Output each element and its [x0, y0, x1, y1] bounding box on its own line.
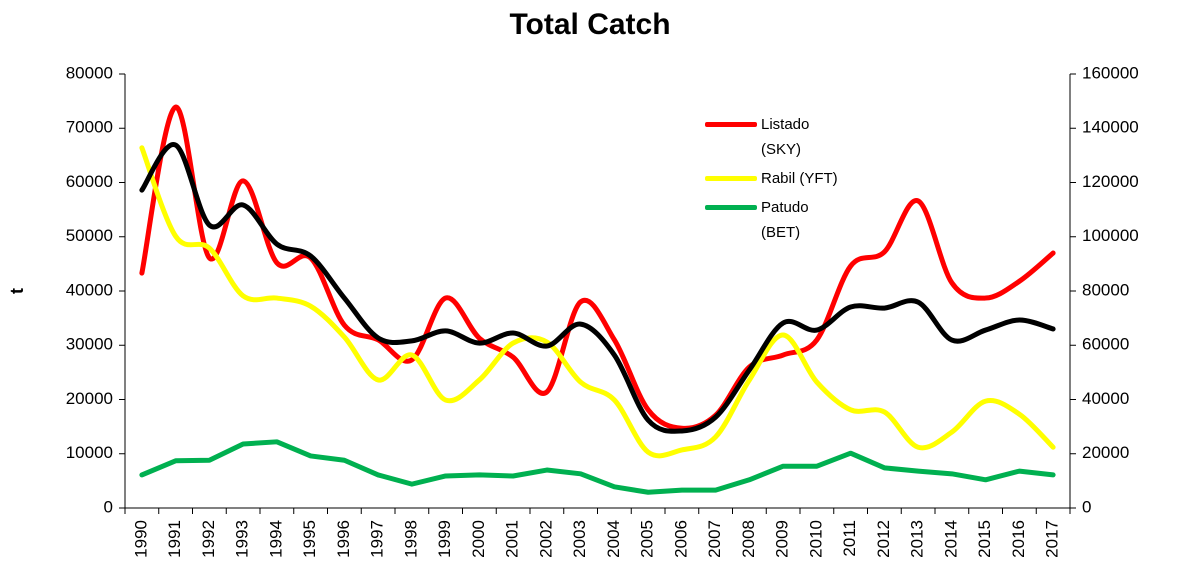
legend-swatch: [705, 205, 757, 210]
x-tick-label: 1990: [131, 520, 150, 558]
x-tick-label: 2001: [503, 520, 522, 558]
legend: Listado (SKY) Rabil (YFT) Patudo (BET): [705, 112, 845, 249]
x-tick-label: 2010: [806, 520, 825, 558]
x-tick-label: 2013: [908, 520, 927, 558]
x-tick-label: 2016: [1009, 520, 1028, 558]
x-tick-label: 1995: [300, 520, 319, 558]
y2-tick-label: 20000: [1082, 443, 1129, 462]
chart-title: Total Catch: [509, 8, 670, 41]
x-tick-label: 1998: [401, 520, 420, 558]
legend-label: Rabil (YFT): [761, 170, 838, 187]
y-tick-label: 40000: [66, 280, 113, 299]
series-line: [139, 104, 1056, 431]
x-tick-label: 2009: [773, 520, 792, 558]
x-tick-label: 1994: [266, 520, 285, 558]
y-tick-label: 70000: [66, 118, 113, 137]
y2-tick-label: 60000: [1082, 335, 1129, 354]
legend-label: Listado (SKY): [761, 116, 810, 158]
y2-tick-label: 120000: [1082, 172, 1139, 191]
x-tick-label: 2017: [1043, 520, 1062, 558]
x-tick-label: 1991: [165, 520, 184, 558]
x-tick-label: 2012: [874, 520, 893, 558]
x-tick-label: 2004: [604, 520, 623, 558]
legend-item: Rabil (YFT): [705, 166, 845, 191]
x-tick-label: 2005: [638, 520, 657, 558]
y-tick-label: 50000: [66, 226, 113, 245]
y2-tick-label: 0: [1082, 497, 1091, 516]
legend-item: Patudo (BET): [705, 195, 845, 245]
series-line: [139, 142, 1056, 434]
legend-label: Patudo (BET): [761, 199, 809, 241]
y2-tick-label: 100000: [1082, 226, 1139, 245]
legend-swatch: [705, 176, 757, 181]
x-tick-label: 2002: [536, 520, 555, 558]
x-tick-label: 2007: [705, 520, 724, 558]
legend-swatch: [705, 122, 757, 127]
x-tick-label: 1996: [334, 520, 353, 558]
y-axis-label: t: [7, 288, 27, 294]
x-tick-label: 2006: [671, 520, 690, 558]
y-tick-label: 0: [104, 497, 113, 516]
y2-tick-label: 160000: [1082, 63, 1139, 82]
x-tick-label: 2011: [840, 520, 859, 557]
x-tick-label: 1992: [199, 520, 218, 558]
y-tick-label: 60000: [66, 172, 113, 191]
y-tick-label: 20000: [66, 389, 113, 408]
x-tick-label: 2015: [975, 520, 994, 558]
y2-tick-label: 140000: [1082, 118, 1139, 137]
x-tick-label: 1999: [435, 520, 454, 558]
x-tick-label: 2000: [469, 520, 488, 558]
x-tick-label: 2014: [941, 520, 960, 558]
y-tick-label: 30000: [66, 335, 113, 354]
y-tick-label: 10000: [66, 443, 113, 462]
y2-tick-label: 40000: [1082, 389, 1129, 408]
x-tick-label: 1997: [368, 520, 387, 558]
legend-item: Listado (SKY): [705, 112, 845, 162]
x-tick-label: 2008: [739, 520, 758, 558]
y-tick-label: 80000: [66, 63, 113, 82]
series-line: [139, 439, 1056, 495]
y2-tick-label: 80000: [1082, 280, 1129, 299]
series-line: [139, 145, 1056, 459]
x-tick-label: 1993: [233, 520, 252, 558]
x-tick-label: 2003: [570, 520, 589, 558]
